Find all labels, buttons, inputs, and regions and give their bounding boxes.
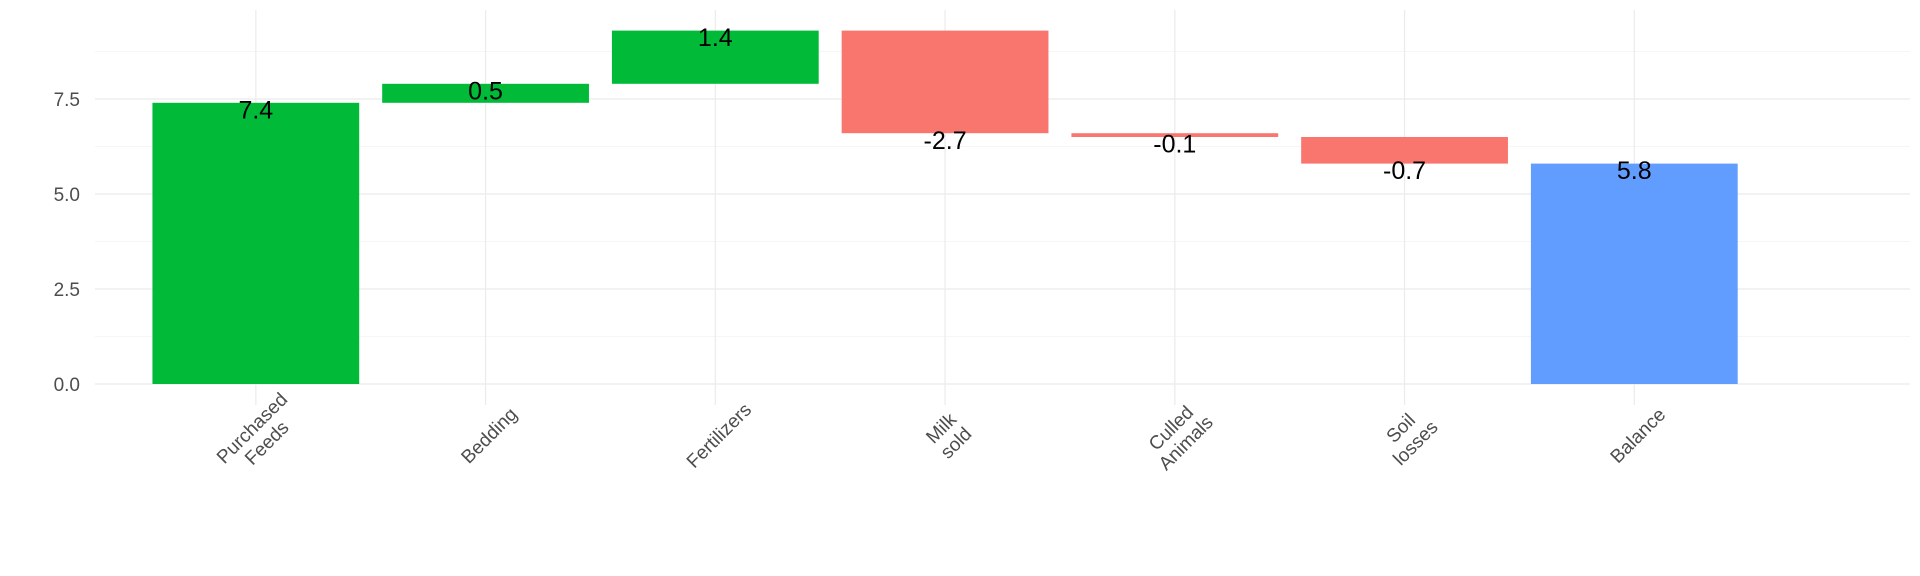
y-tick-label: 5.0 [54, 185, 80, 206]
x-tick-label: Bedding [458, 404, 522, 468]
x-tick-label: Soillosses [1375, 402, 1443, 470]
data-label: 5.8 [1617, 157, 1652, 185]
x-axis: PurchasedFeeds Bedding Fertilizers Milksold… [213, 389, 1670, 483]
bars [152, 30, 1738, 385]
x-tick-line: Bedding [458, 404, 522, 468]
x-tick-label: Milksold [922, 409, 976, 463]
x-tick-text: Milksold [922, 409, 976, 463]
y-axis: 0.0 2.5 5.0 7.5 [54, 90, 80, 396]
data-label: -0.7 [1383, 157, 1426, 185]
data-label: -2.7 [924, 127, 967, 155]
x-tick-label: PurchasedFeeds [213, 389, 307, 483]
y-tick-label: 2.5 [54, 280, 80, 301]
x-tick-line: Fertilizers [683, 400, 756, 473]
x-tick-label: Balance [1607, 404, 1670, 467]
bar-total [1530, 163, 1738, 384]
x-tick-text: CulledAnimals [1140, 397, 1217, 474]
x-tick-text: Balance [1607, 404, 1670, 467]
data-label: 0.5 [468, 77, 503, 105]
data-labels: 7.4 0.5 1.4 -2.7 -0.1 -0.7 5.8 [238, 24, 1651, 185]
x-tick-label: Fertilizers [683, 400, 756, 473]
data-label: -0.1 [1153, 131, 1196, 159]
data-label: 7.4 [238, 96, 273, 124]
x-tick-text: Bedding [458, 404, 522, 468]
bar-negative [841, 30, 1049, 134]
bar-positive [611, 30, 819, 84]
x-tick-text: Soillosses [1375, 402, 1443, 470]
x-tick-line: Balance [1607, 404, 1670, 467]
data-label: 1.4 [698, 24, 733, 52]
bar-positive [382, 83, 589, 103]
y-tick-label: 0.0 [54, 375, 80, 396]
x-tick-text: Fertilizers [683, 400, 756, 473]
x-tick-text: PurchasedFeeds [213, 389, 307, 483]
x-tick-label: CulledAnimals [1140, 397, 1218, 475]
y-tick-label: 7.5 [54, 90, 80, 111]
bar-negative [1301, 137, 1508, 164]
bar-positive [152, 102, 360, 385]
bar-negative [1071, 133, 1279, 137]
